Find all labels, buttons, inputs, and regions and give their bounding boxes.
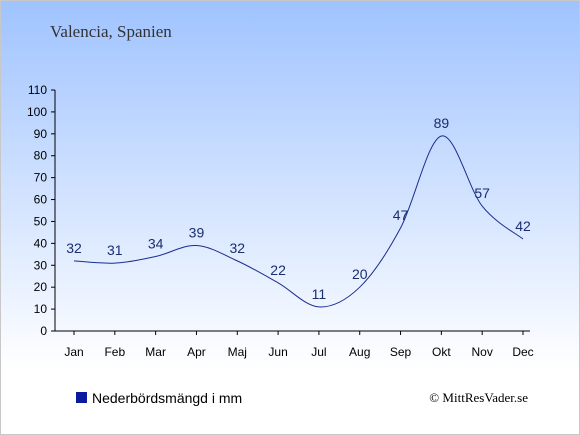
data-labels: 32 31 34 39 32 22 11 20 47 89 57 42 <box>66 115 531 302</box>
x-tick-label: Nov <box>472 345 493 359</box>
x-tick-label: Apr <box>187 345 206 359</box>
chart-title: Valencia, Spanien <box>50 22 172 41</box>
data-label: 11 <box>312 286 327 302</box>
y-tick-label: 60 <box>34 193 48 207</box>
y-tick-label: 100 <box>27 105 47 119</box>
y-tick-label: 50 <box>34 214 48 228</box>
y-tick-label: 0 <box>40 324 47 338</box>
x-tick-label: Jul <box>311 345 326 359</box>
y-tick-label: 90 <box>34 127 48 141</box>
x-tick-label: Feb <box>104 345 125 359</box>
x-tick-label: Jun <box>268 345 287 359</box>
x-tick-label: Maj <box>228 345 247 359</box>
x-tick-label: Okt <box>432 345 451 359</box>
x-axis-ticks: Jan Feb Mar Apr Maj Jun Jul Aug Sep Okt Nov Dec <box>64 331 534 359</box>
y-axis-ticks: 0 10 20 30 40 50 60 70 80 90 100 110 <box>27 83 55 338</box>
y-tick-label: 70 <box>34 171 48 185</box>
data-label: 89 <box>434 115 450 131</box>
legend-marker <box>76 392 87 403</box>
legend-label: Nederbördsmängd i mm <box>92 390 242 406</box>
data-label: 32 <box>66 240 82 256</box>
data-label: 34 <box>148 236 164 252</box>
data-label: 32 <box>229 240 245 256</box>
y-tick-label: 10 <box>34 302 48 316</box>
data-label: 39 <box>189 225 205 241</box>
data-label: 57 <box>474 185 490 201</box>
data-label: 31 <box>107 242 123 258</box>
data-label: 42 <box>515 218 531 234</box>
data-label: 20 <box>352 266 368 282</box>
data-label: 47 <box>393 207 409 223</box>
x-tick-label: Sep <box>390 345 412 359</box>
y-tick-label: 40 <box>34 236 48 250</box>
y-tick-label: 110 <box>28 83 47 97</box>
data-label: 22 <box>270 262 286 278</box>
y-tick-label: 80 <box>34 149 48 163</box>
x-tick-label: Dec <box>512 345 533 359</box>
copyright-text: © MittResVader.se <box>429 390 528 405</box>
x-tick-label: Mar <box>145 345 166 359</box>
x-tick-label: Aug <box>349 345 370 359</box>
y-tick-label: 30 <box>34 258 48 272</box>
axes <box>54 90 530 332</box>
series-line-precipitation <box>73 135 524 308</box>
y-tick-label: 20 <box>34 280 48 294</box>
x-tick-label: Jan <box>64 345 83 359</box>
